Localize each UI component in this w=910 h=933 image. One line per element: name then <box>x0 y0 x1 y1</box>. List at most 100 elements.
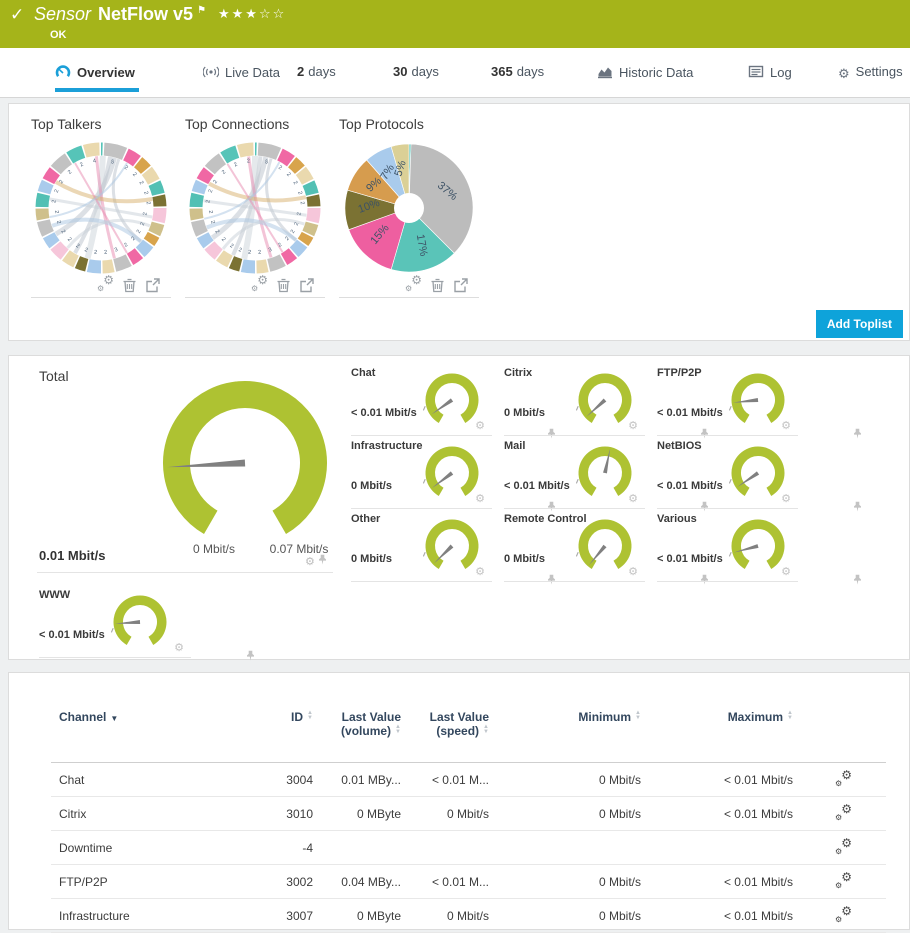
pin-icon[interactable] <box>547 501 556 512</box>
channel-settings-gears-icon[interactable]: ⚙ ⚙ <box>405 273 422 293</box>
tab-label: Historic Data <box>619 65 694 80</box>
svg-text:2: 2 <box>292 180 299 186</box>
pin-icon[interactable] <box>853 574 862 585</box>
channel-settings-gears-icon[interactable]: ⚙ ⚙ <box>835 835 852 856</box>
svg-text:2: 2 <box>142 191 149 196</box>
cell-last_volume: 0.01 MBy... <box>321 762 409 797</box>
gear-icon[interactable]: ⚙ <box>781 493 791 505</box>
column-header-label: Maximum <box>727 710 784 724</box>
pin-icon[interactable] <box>700 428 709 439</box>
gear-icon[interactable]: ⚙ <box>781 420 791 432</box>
gear-icon[interactable]: ⚙ <box>475 566 485 578</box>
top-protocols-chart[interactable]: 37% 17% 15% 10% 9% 7% 5% <box>339 138 479 283</box>
toplist-actions: ⚙ ⚙ <box>97 273 169 296</box>
column-header-max[interactable]: Maximum ▲ ▼ <box>649 706 801 763</box>
live-icon <box>202 66 220 82</box>
gear-icon[interactable]: ⚙ <box>174 642 184 654</box>
open-external-icon[interactable] <box>299 277 315 293</box>
svg-text:2: 2 <box>296 212 302 216</box>
tab-overview[interactable]: Overview <box>55 64 139 92</box>
channel-gauge-value: 0 Mbit/s <box>351 480 392 492</box>
channel-gauge-value: < 0.01 Mbit/s <box>657 553 723 565</box>
channel-settings-gears-icon[interactable]: ⚙ ⚙ <box>835 801 852 822</box>
pin-icon[interactable] <box>700 574 709 585</box>
svg-text:2: 2 <box>208 189 215 194</box>
channel-gauge-ftp-p2p: FTP/P2P < 0.01 Mbit/s ⚙ <box>657 363 862 439</box>
cell-actions: ⚙ ⚙ <box>801 898 886 933</box>
cell-max: < 0.01 Mbit/s <box>649 898 801 933</box>
add-toplist-button[interactable]: Add Toplist <box>815 310 903 338</box>
channel-settings-gears-icon[interactable]: ⚙ ⚙ <box>835 869 852 890</box>
gauge-icon <box>55 65 71 82</box>
channel-gauge-value: 0 Mbit/s <box>504 553 545 565</box>
gear-icon[interactable]: ⚙ <box>628 493 638 505</box>
pin-icon[interactable] <box>853 501 862 512</box>
column-header-last_volume[interactable]: Last Value (volume) ▲ ▼ <box>321 706 409 763</box>
priority-stars[interactable]: ★★★☆☆ <box>218 6 287 21</box>
column-header-channel[interactable]: Channel ▼ <box>51 706 266 763</box>
tab-settings[interactable]: ⚙ Settings <box>838 64 903 92</box>
pin-icon[interactable] <box>246 650 255 661</box>
cell-last_speed: 0 Mbit/s <box>409 898 497 933</box>
tab-365-days[interactable]: 365 days <box>491 64 544 92</box>
cell-max <box>649 830 801 865</box>
svg-text:2: 2 <box>67 169 73 176</box>
pin-icon[interactable] <box>318 554 327 565</box>
flag-icon[interactable]: ⚑ <box>197 5 207 16</box>
cell-last_speed: < 0.01 M... <box>409 762 497 797</box>
gear-icon[interactable]: ⚙ <box>628 566 638 578</box>
svg-text:2: 2 <box>130 236 136 242</box>
cell-channel: Chat <box>51 762 266 797</box>
column-header-label: ID <box>291 710 304 724</box>
svg-text:5%: 5% <box>392 159 408 178</box>
svg-text:2: 2 <box>247 158 251 164</box>
open-external-icon[interactable] <box>453 277 469 293</box>
column-header-id[interactable]: ID ▲ ▼ <box>266 706 321 763</box>
column-header-label: Channel <box>59 710 107 724</box>
cell-last_volume: 0.04 MBy... <box>321 864 409 899</box>
table-row: Downtime -4 ⚙ ⚙ <box>51 830 886 865</box>
svg-text:2: 2 <box>209 220 216 225</box>
gear-icon[interactable]: ⚙ <box>305 556 315 568</box>
channel-gauge-label: WWW <box>39 589 71 601</box>
pin-icon[interactable] <box>700 501 709 512</box>
svg-text:2: 2 <box>58 179 65 185</box>
channel-settings-gears-icon[interactable]: ⚙ ⚙ <box>251 273 268 293</box>
channel-gauge-label: Chat <box>351 367 376 379</box>
channel-settings-gears-icon[interactable]: ⚙ ⚙ <box>97 273 114 293</box>
tab-2-days[interactable]: 2 days <box>297 64 336 92</box>
gear-icon[interactable]: ⚙ <box>475 493 485 505</box>
tab-label: days <box>516 64 545 79</box>
svg-text:2: 2 <box>205 200 211 204</box>
tab-live-data[interactable]: Live Data <box>202 64 280 92</box>
gear-icon[interactable]: ⚙ <box>475 420 485 432</box>
svg-text:2: 2 <box>284 236 290 242</box>
gauges-panel: Total 0 Mbit/s 0.07 Mbit/s 0.01 Mbit/s ⚙… <box>8 355 910 661</box>
gear-icon[interactable]: ⚙ <box>781 566 791 578</box>
delete-trash-icon[interactable] <box>430 277 445 293</box>
channel-gauge-various: Various < 0.01 Mbit/s ⚙ <box>657 509 862 585</box>
pin-icon[interactable] <box>547 574 556 585</box>
cell-id: 3007 <box>266 898 321 933</box>
delete-trash-icon[interactable] <box>276 277 291 293</box>
sensor-kind-label: Sensor <box>34 4 92 24</box>
cell-last_speed: 0 Mbit/s <box>409 796 497 831</box>
tab-log[interactable]: Log <box>748 64 792 92</box>
tab-historic-data[interactable]: Historic Data <box>597 64 693 92</box>
column-header-min[interactable]: Minimum ▲ ▼ <box>497 706 649 763</box>
column-header-last_speed[interactable]: Last Value (speed) ▲ ▼ <box>409 706 497 763</box>
channel-settings-gears-icon[interactable]: ⚙ ⚙ <box>835 903 852 924</box>
delete-trash-icon[interactable] <box>122 277 137 293</box>
open-external-icon[interactable] <box>145 277 161 293</box>
total-gauge <box>163 381 327 534</box>
pin-icon[interactable] <box>547 428 556 439</box>
channel-settings-gears-icon[interactable]: ⚙ ⚙ <box>835 767 852 788</box>
svg-text:2: 2 <box>220 237 226 243</box>
pin-icon[interactable] <box>853 428 862 439</box>
gear-icon[interactable]: ⚙ <box>628 420 638 432</box>
tab-label: Log <box>770 65 792 80</box>
tab-30-days[interactable]: 30 days <box>393 64 439 92</box>
svg-text:2: 2 <box>145 201 151 205</box>
